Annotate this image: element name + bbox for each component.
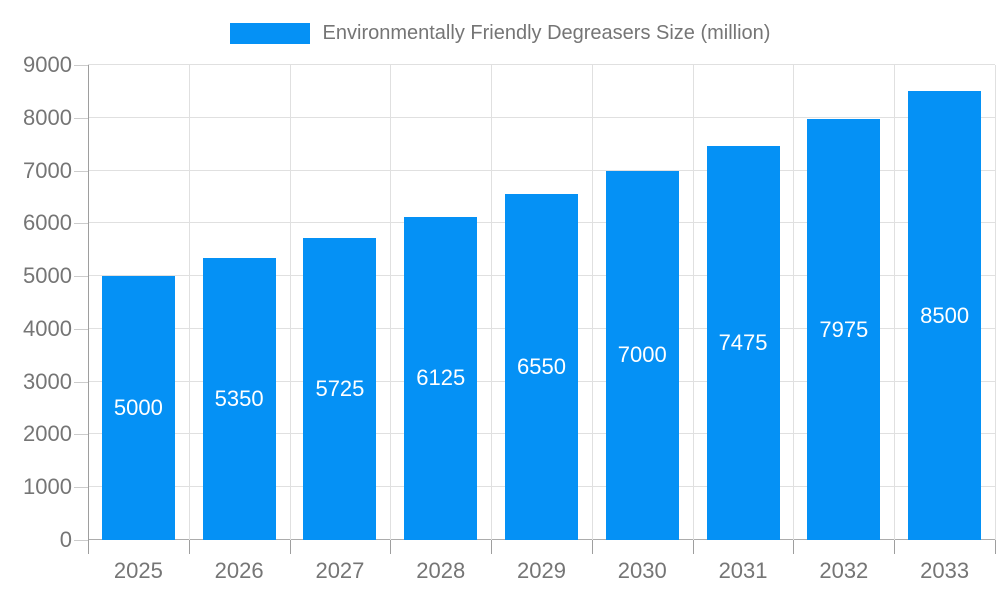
x-tick-label: 2031 [718, 558, 768, 583]
bar: 5000 [101, 276, 175, 540]
x-tick-label: 2033 [920, 558, 970, 583]
x-tick-label: 2030 [617, 558, 667, 583]
bar-value-label: 5350 [214, 385, 264, 411]
bar-value-label: 7975 [819, 316, 869, 342]
gridline-v [491, 65, 493, 540]
gridline-v [692, 65, 694, 540]
x-tick-label: 2029 [517, 558, 566, 583]
y-tick-mark [74, 276, 88, 278]
bar-value-label: 6125 [416, 365, 466, 391]
gridline-v [995, 65, 996, 540]
x-tick-mark [591, 540, 593, 554]
x-tick-label: 2028 [416, 558, 466, 583]
gridline-h [88, 169, 995, 171]
gridline-v [188, 65, 190, 540]
bar: 5350 [202, 257, 276, 540]
x-tick-mark [491, 540, 493, 554]
y-tick-label: 4000 [23, 315, 72, 341]
y-tick-mark [74, 434, 88, 436]
x-tick-label: 2027 [315, 558, 365, 583]
x-tick-label: 2026 [214, 558, 264, 583]
bar: 8500 [908, 91, 982, 540]
legend-label: Environmentally Friendly Degreasers Size… [322, 21, 771, 44]
y-tick-label: 7000 [23, 157, 72, 183]
y-tick-label: 0 [59, 527, 72, 552]
x-tick-mark [692, 540, 694, 554]
y-tick-mark [74, 223, 88, 225]
chart-legend: Environmentally Friendly Degreasers Size… [0, 18, 1000, 48]
gridline-v [390, 65, 392, 540]
gridline-v [591, 65, 593, 540]
bar-value-label: 5000 [113, 395, 163, 421]
gridline-v [894, 65, 896, 540]
plot-area: 5000 5350 5725 6125 6550 7000 7475 7975 8500 [88, 64, 996, 540]
y-tick-mark [74, 487, 88, 489]
gridline-h [88, 64, 995, 65]
gridline-h [88, 116, 995, 118]
gridline-v [793, 65, 795, 540]
bar-value-label: 7000 [617, 342, 667, 368]
x-tick-mark [88, 540, 89, 554]
y-tick-mark [74, 170, 88, 172]
y-tick-label: 9000 [23, 52, 72, 77]
bar-value-label: 6550 [517, 354, 566, 380]
y-tick-mark [74, 328, 88, 330]
y-tick-label: 2000 [23, 421, 72, 447]
y-tick-label: 8000 [23, 104, 72, 130]
y-tick-label: 6000 [23, 210, 72, 236]
bar: 7975 [807, 119, 881, 540]
y-tick-label: 5000 [23, 263, 72, 289]
x-tick-mark [793, 540, 795, 554]
bar: 7475 [706, 145, 780, 540]
x-tick-label: 2032 [819, 558, 869, 583]
y-axis-line [88, 65, 89, 554]
bar-value-label: 5725 [315, 375, 365, 401]
legend-swatch [229, 22, 310, 44]
x-tick-mark [188, 540, 190, 554]
y-tick-label: 3000 [23, 368, 72, 394]
bar-value-label: 7475 [718, 329, 768, 355]
x-tick-mark [995, 540, 996, 554]
y-tick-mark [74, 117, 88, 119]
bar-value-label: 8500 [920, 302, 970, 328]
y-tick-mark [74, 381, 88, 383]
x-tick-label: 2025 [113, 558, 163, 583]
x-tick-mark [894, 540, 896, 554]
x-tick-mark [390, 540, 392, 554]
y-tick-mark [74, 540, 88, 541]
x-tick-mark [289, 540, 291, 554]
bar: 6125 [404, 216, 478, 540]
bar: 5725 [303, 237, 377, 540]
bar: 6550 [505, 194, 578, 540]
gridline-v [289, 65, 291, 540]
bar: 7000 [605, 170, 679, 540]
y-tick-label: 1000 [23, 474, 72, 500]
y-tick-mark [74, 65, 88, 66]
